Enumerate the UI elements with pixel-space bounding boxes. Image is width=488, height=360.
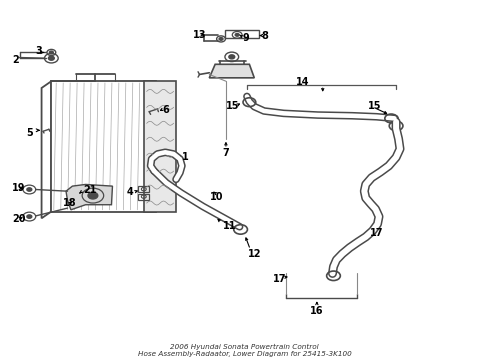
Text: 9: 9 bbox=[242, 32, 249, 42]
Polygon shape bbox=[209, 64, 254, 78]
Bar bbox=[138, 194, 149, 200]
Text: 14: 14 bbox=[296, 77, 309, 87]
Text: 20: 20 bbox=[12, 214, 26, 224]
Circle shape bbox=[48, 56, 54, 60]
Text: 12: 12 bbox=[247, 249, 261, 259]
Text: 2: 2 bbox=[12, 55, 19, 65]
Text: 15: 15 bbox=[367, 100, 381, 111]
Circle shape bbox=[88, 192, 98, 199]
Text: 15: 15 bbox=[226, 100, 240, 111]
Text: 1: 1 bbox=[182, 152, 189, 162]
Text: 13: 13 bbox=[193, 30, 206, 40]
Text: 17: 17 bbox=[272, 274, 286, 284]
Text: 8: 8 bbox=[261, 31, 268, 41]
Text: 11: 11 bbox=[222, 221, 236, 231]
Circle shape bbox=[27, 215, 32, 218]
Text: 16: 16 bbox=[309, 306, 323, 316]
Text: 10: 10 bbox=[210, 192, 224, 202]
Circle shape bbox=[27, 188, 32, 191]
Circle shape bbox=[228, 55, 234, 59]
Text: 7: 7 bbox=[222, 148, 229, 158]
Text: 18: 18 bbox=[62, 198, 76, 208]
Text: 4: 4 bbox=[126, 187, 133, 197]
Text: 3: 3 bbox=[36, 46, 42, 56]
Text: 5: 5 bbox=[26, 128, 33, 138]
Polygon shape bbox=[41, 81, 51, 218]
Text: 2006 Hyundai Sonata Powertrain Control
Hose Assembly-Radaator, Lower Diagram for: 2006 Hyundai Sonata Powertrain Control H… bbox=[137, 344, 351, 357]
Polygon shape bbox=[66, 184, 112, 210]
Text: 6: 6 bbox=[163, 105, 169, 114]
Bar bbox=[138, 186, 149, 192]
Bar bbox=[144, 81, 176, 211]
Circle shape bbox=[219, 37, 223, 40]
Circle shape bbox=[235, 33, 239, 36]
Text: 19: 19 bbox=[12, 183, 26, 193]
Text: 21: 21 bbox=[83, 185, 97, 195]
Polygon shape bbox=[51, 81, 156, 211]
Circle shape bbox=[49, 51, 53, 54]
Bar bbox=[224, 31, 259, 38]
Text: 17: 17 bbox=[369, 228, 383, 238]
